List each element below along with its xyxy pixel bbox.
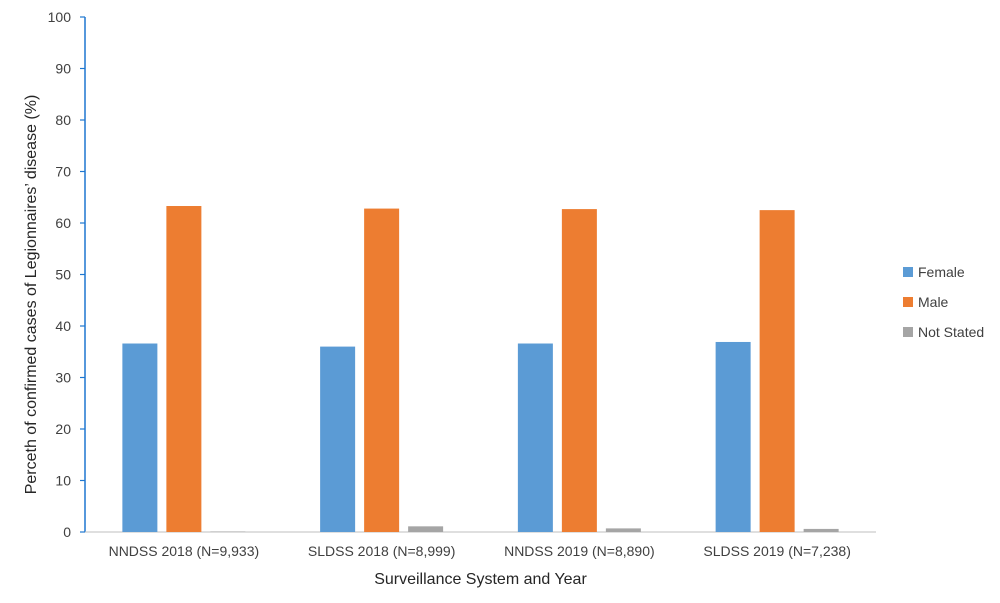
legend-label: Not Stated [918,324,984,340]
bar-male-4 [759,210,795,532]
bar-female-1 [122,343,158,532]
y-tick-label: 0 [63,524,71,540]
bars-layer [122,206,839,532]
bar-male-2 [364,208,400,532]
y-tick-label: 70 [55,164,71,180]
legend-swatch-not-stated [903,327,913,337]
bar-male-3 [561,209,597,532]
y-tick-label: 20 [55,421,71,437]
x-tick-label: NNDSS 2018 (N=9,933) [109,543,260,559]
axes-layer: 0 10 20 30 40 50 60 70 80 90 100 NNDSS 2018 (N=9,9… [48,9,876,559]
bar-not-stated-3 [605,528,641,532]
bar-not-stated-2 [408,526,444,532]
y-tick-label: 30 [55,370,71,386]
y-axis-ticks: 0 10 20 30 40 50 60 70 80 90 100 [48,9,85,540]
bar-female-4 [715,341,751,532]
bar-female-3 [517,343,553,532]
y-tick-label: 80 [55,112,71,128]
x-axis-title: Surveillance System and Year [374,571,587,588]
legend-swatch-female [903,267,913,277]
bar-not-stated-1 [210,531,246,532]
chart-legend: Female Male Not Stated [903,264,984,340]
x-tick-label: SLDSS 2018 (N=8,999) [308,543,455,559]
legend-label: Female [918,264,965,280]
bar-male-1 [166,206,202,532]
y-tick-label: 50 [55,267,71,283]
y-tick-label: 60 [55,215,71,231]
y-tick-label: 100 [48,9,72,25]
y-tick-label: 90 [55,61,71,77]
y-axis-title: Perceth of confirmed cases of Legionnair… [23,95,40,495]
x-tick-label: SLDSS 2019 (N=7,238) [703,543,850,559]
legend-label: Male [918,294,949,310]
bar-female-2 [320,346,356,532]
y-tick-label: 10 [55,473,71,489]
legend-swatch-male [903,297,913,307]
x-tick-label: NNDSS 2019 (N=8,890) [504,543,655,559]
bar-not-stated-4 [803,528,839,532]
y-tick-label: 40 [55,318,71,334]
x-axis-tick-labels: NNDSS 2018 (N=9,933) SLDSS 2018 (N=8,999)… [109,543,851,559]
